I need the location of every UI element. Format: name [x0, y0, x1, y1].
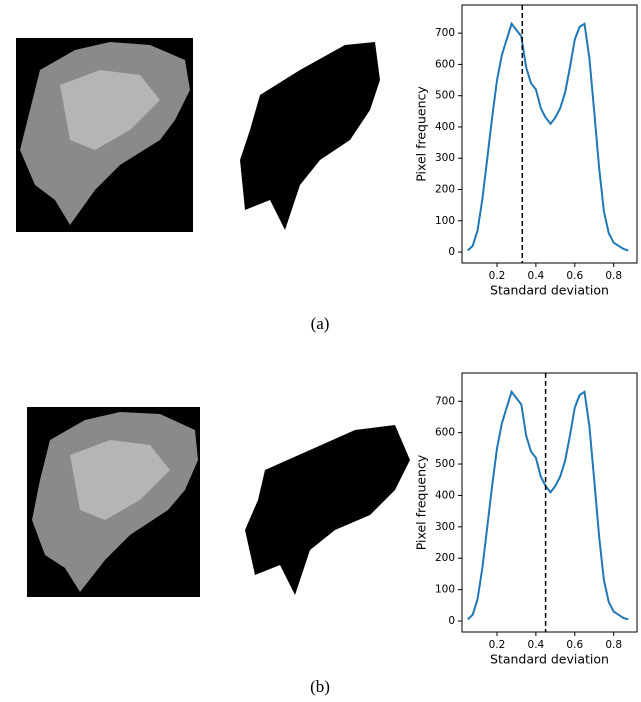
- caption: (a): [311, 314, 330, 333]
- x-axis-label: Standard deviation: [490, 283, 609, 298]
- histogram-line: [467, 389, 629, 621]
- y-tick-label: 200: [435, 552, 455, 564]
- plot-frame: [461, 372, 638, 633]
- y-tick-label: 0: [448, 246, 455, 258]
- region-detail: [60, 70, 160, 150]
- histogram-line: [467, 21, 629, 252]
- binary-map: [245, 425, 410, 595]
- binary-map: [240, 42, 380, 230]
- plot-frame: [461, 4, 638, 264]
- y-tick-label: 600: [435, 58, 455, 70]
- y-tick-label: 100: [435, 215, 455, 227]
- x-tick-label: 0.2: [489, 639, 506, 651]
- x-tick-label: 0.4: [528, 270, 545, 282]
- y-tick-label: 100: [435, 584, 455, 596]
- x-tick-label: 0.2: [489, 270, 506, 282]
- y-tick-label: 400: [435, 121, 455, 133]
- y-tick-label: 500: [435, 458, 455, 470]
- region-detail: [70, 440, 170, 520]
- y-tick-label: 0: [448, 615, 455, 627]
- y-tick-label: 700: [435, 27, 455, 39]
- y-tick-label: 500: [435, 90, 455, 102]
- x-tick-label: 0.6: [566, 270, 583, 282]
- x-tick-label: 0.4: [528, 639, 545, 651]
- x-tick-label: 0.6: [566, 639, 583, 651]
- x-tick-label: 0.8: [605, 270, 622, 282]
- y-tick-label: 300: [435, 152, 455, 164]
- y-tick-label: 600: [435, 427, 455, 439]
- caption: (b): [310, 677, 330, 696]
- y-axis-label: Pixel frequency: [414, 454, 429, 550]
- x-axis-label: Standard deviation: [490, 652, 609, 667]
- y-tick-label: 300: [435, 521, 455, 533]
- y-axis-label: Pixel frequency: [414, 86, 429, 182]
- y-tick-label: 200: [435, 184, 455, 196]
- x-tick-label: 0.8: [605, 639, 622, 651]
- y-tick-label: 700: [435, 395, 455, 407]
- y-tick-label: 400: [435, 489, 455, 501]
